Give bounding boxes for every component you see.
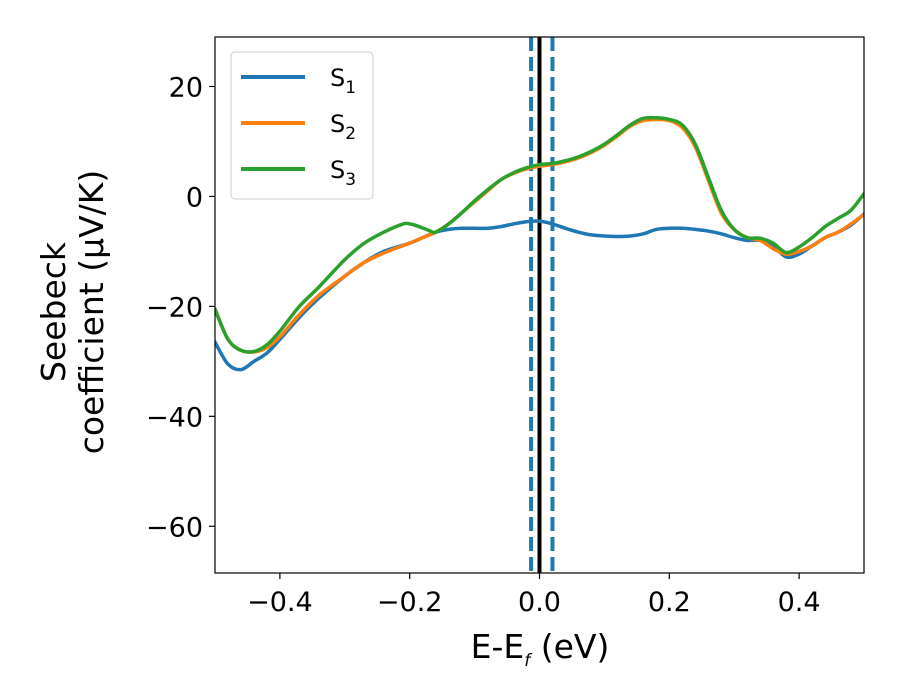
y-axis-ticks: −60 −40 −20 0 20 [146, 72, 215, 543]
x-tick-label: −0.4 [247, 587, 313, 618]
legend-label-s1: S1 [330, 64, 356, 98]
y-axis-title-line1: Seebeck [34, 241, 73, 382]
y-tick-label: 0 [186, 182, 203, 213]
y-tick-label: −20 [146, 292, 203, 323]
y-tick-label: −40 [146, 402, 203, 433]
series-lines [215, 115, 864, 372]
x-tick-label: 0.4 [778, 587, 821, 618]
legend-label-s2: S2 [330, 110, 356, 144]
x-axis-ticks: −0.4 −0.2 0.0 0.2 0.4 [247, 573, 821, 618]
legend: S1 S2 S3 [230, 51, 374, 200]
y-tick-label: −60 [146, 512, 203, 543]
y-tick-label: 20 [169, 72, 203, 103]
series-line-s3 [215, 115, 864, 354]
legend-label-s3: S3 [330, 156, 356, 190]
x-axis-title: E-Ef (eV) [471, 627, 610, 671]
x-tick-label: 0.0 [518, 587, 561, 618]
y-axis-title: Seebeck coefficient (μV/K) [34, 170, 111, 455]
vertical-reference-lines [529, 37, 555, 573]
y-axis-title-line2: coefficient (μV/K) [72, 170, 111, 455]
x-tick-label: 0.2 [648, 587, 691, 618]
legend-box [230, 51, 374, 200]
x-tick-label: −0.2 [377, 587, 443, 618]
